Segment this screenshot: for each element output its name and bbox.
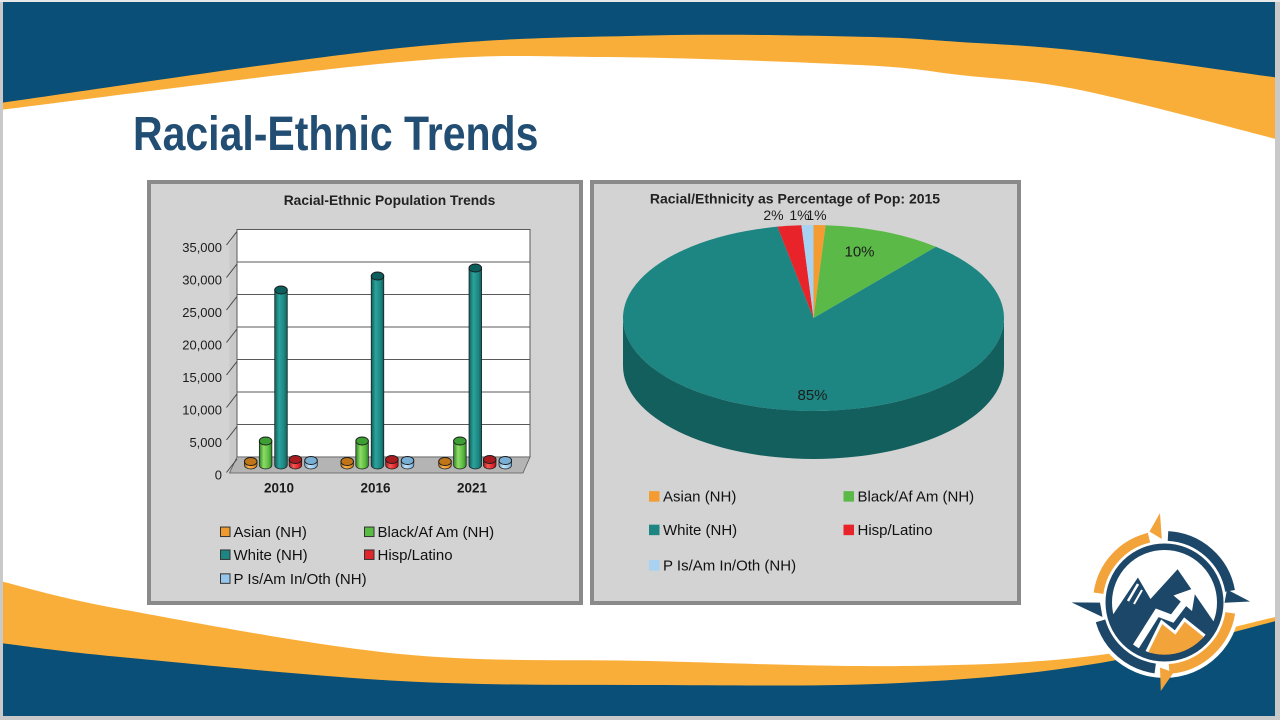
svg-text:10,000: 10,000 [182, 403, 222, 418]
svg-text:10%: 10% [844, 244, 874, 261]
svg-text:Racial/Ethnicity as Percentage: Racial/Ethnicity as Percentage of Pop: 2… [650, 191, 940, 207]
svg-text:30,000: 30,000 [182, 273, 222, 288]
svg-text:Asian (NH): Asian (NH) [663, 489, 736, 506]
svg-text:85%: 85% [797, 387, 827, 404]
svg-text:2016: 2016 [360, 481, 391, 496]
svg-text:White (NH): White (NH) [234, 547, 308, 564]
svg-text:20,000: 20,000 [182, 338, 222, 353]
svg-text:Racial-Ethnic Population Trend: Racial-Ethnic Population Trends [284, 193, 496, 208]
svg-text:Hisp/Latino: Hisp/Latino [378, 547, 453, 564]
svg-text:1%: 1% [806, 207, 826, 223]
svg-text:P Is/Am In/Oth (NH): P Is/Am In/Oth (NH) [663, 558, 796, 575]
svg-text:2010: 2010 [264, 481, 294, 496]
svg-text:Hisp/Latino: Hisp/Latino [858, 522, 933, 539]
svg-text:White (NH): White (NH) [663, 522, 737, 539]
svg-text:35,000: 35,000 [182, 240, 222, 255]
svg-text:Black/Af Am (NH): Black/Af Am (NH) [378, 524, 495, 541]
svg-text:P Is/Am In/Oth (NH): P Is/Am In/Oth (NH) [234, 571, 367, 588]
svg-text:15,000: 15,000 [182, 370, 222, 385]
svg-text:25,000: 25,000 [182, 305, 222, 320]
svg-text:Asian (NH): Asian (NH) [234, 524, 307, 541]
svg-text:2021: 2021 [457, 481, 488, 496]
svg-text:0: 0 [215, 468, 222, 483]
svg-text:Black/Af Am (NH): Black/Af Am (NH) [858, 489, 975, 506]
svg-text:5,000: 5,000 [189, 435, 222, 450]
svg-text:1%: 1% [789, 207, 809, 223]
svg-text:2%: 2% [763, 207, 783, 223]
